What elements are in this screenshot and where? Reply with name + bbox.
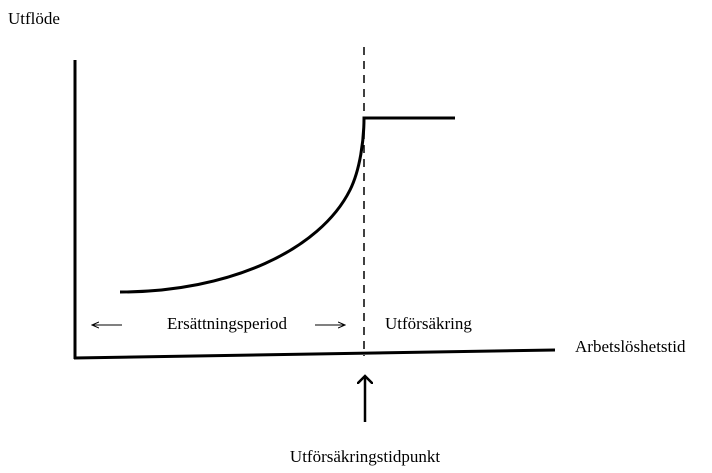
event-label: Utförsäkringstidpunkt bbox=[290, 447, 440, 466]
y-axis-label: Utflöde bbox=[8, 9, 60, 28]
x-axis bbox=[73, 348, 556, 360]
outflow-curve bbox=[119, 116, 455, 294]
x-axis-label: Arbetslöshetstid bbox=[575, 337, 686, 356]
after-label: Utförsäkring bbox=[385, 314, 472, 333]
period-label: Ersättningsperiod bbox=[167, 314, 287, 333]
